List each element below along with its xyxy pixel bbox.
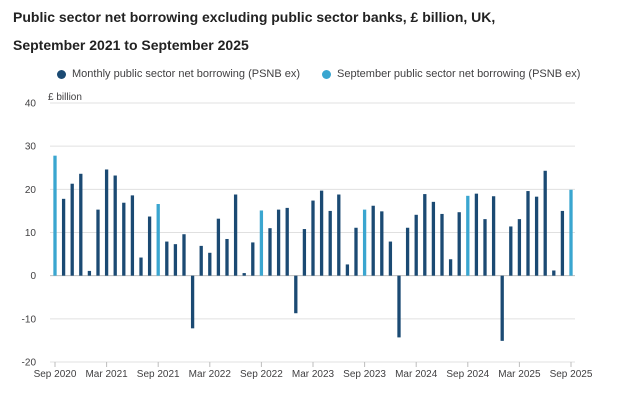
bar-september-Sep 2020 (53, 155, 57, 276)
bar-Jun 2024 (440, 213, 444, 276)
chart-subtitle: September 2021 to September 2025 (13, 37, 249, 53)
bar-Jun 2023 (337, 194, 341, 276)
bar-Oct 2024 (474, 193, 479, 276)
bar-May 2025 (534, 196, 539, 276)
bar-Jul 2023 (345, 264, 350, 276)
bar-Jan 2021 (87, 270, 92, 276)
y-axis: 40 30 20 10 0 -10 -20 (22, 99, 37, 369)
bar-May 2021 (122, 202, 126, 276)
bars (53, 155, 573, 341)
legend-label-monthly: Monthly public sector net borrowing (PSN… (72, 68, 301, 80)
bar-Oct 2020 (61, 198, 66, 276)
bar-Apr 2022 (216, 218, 221, 276)
bar-Feb 2024 (405, 227, 410, 276)
x-axis: Sep 2020 Mar 2021 Sep 2021 Mar 2022 Sep 2022… (34, 362, 593, 380)
bar-Mar 2024 (414, 214, 418, 276)
bar-Jun 2022 (233, 194, 238, 276)
y-tick-label: 0 (30, 271, 36, 282)
bar-Jun 2021 (130, 195, 135, 276)
bar-Oct 2023 (371, 205, 375, 276)
bar-May 2023 (328, 210, 332, 276)
bar-Aug 2021 (147, 216, 152, 276)
bar-Dec 2022 (285, 207, 289, 276)
y-tick-label: 30 (25, 142, 37, 153)
bar-september-Sep 2023 (362, 209, 367, 276)
bar-Nov 2020 (70, 183, 74, 276)
bar-Jan 2022 (190, 275, 195, 329)
x-tick-label: Sep 2025 (550, 369, 593, 380)
legend-item-monthly: Monthly public sector net borrowing (PSN… (57, 68, 300, 80)
y-tick-label: 10 (25, 228, 37, 239)
x-tick-label: Mar 2022 (189, 369, 232, 380)
bar-Feb 2022 (199, 245, 203, 276)
bar-Aug 2023 (354, 227, 358, 276)
bar-Oct 2022 (268, 228, 272, 276)
bar-Jan 2024 (397, 275, 401, 338)
x-tick-label: Sep 2020 (34, 369, 77, 380)
x-tick-label: Sep 2023 (343, 369, 386, 380)
bar-Feb 2021 (96, 209, 100, 276)
bar-Aug 2022 (251, 242, 255, 276)
bar-Dec 2024 (491, 196, 496, 276)
bar-Jul 2022 (242, 273, 246, 276)
bar-Jul 2021 (139, 257, 143, 276)
bar-Apr 2023 (319, 190, 324, 276)
y-tick-label: -10 (22, 314, 37, 325)
x-tick-label: Mar 2024 (395, 369, 438, 380)
bar-Nov 2022 (276, 209, 281, 276)
y-tick-label: 40 (25, 99, 37, 110)
bar-Jan 2023 (294, 275, 298, 314)
y-tick-label: -20 (22, 358, 37, 369)
bar-Feb 2025 (509, 226, 513, 276)
x-tick-label: Sep 2024 (446, 369, 489, 380)
legend-swatch-monthly (57, 69, 66, 79)
legend-swatch-september (322, 69, 332, 79)
bar-Nov 2021 (173, 244, 178, 276)
bar-Mar 2025 (517, 219, 522, 276)
bar-Dec 2023 (388, 241, 393, 276)
bar-september-Sep 2024 (466, 195, 470, 276)
bar-Mar 2023 (311, 200, 315, 276)
x-tick-label: Sep 2022 (240, 369, 283, 380)
bar-september-Sep 2022 (259, 210, 264, 276)
bar-Feb 2023 (302, 229, 307, 276)
bar-Apr 2025 (526, 191, 530, 276)
y-axis-unit-label: £ billion (48, 92, 82, 103)
bar-May 2022 (225, 238, 229, 276)
bar-May 2024 (431, 201, 436, 276)
bar-september-Sep 2025 (569, 189, 573, 276)
bar-Dec 2020 (79, 173, 83, 276)
bar-Jun 2025 (543, 170, 547, 276)
x-tick-label: Mar 2025 (498, 369, 541, 380)
bar-Oct 2021 (165, 241, 169, 276)
bar-Jul 2024 (448, 259, 453, 276)
bar-Mar 2022 (208, 252, 212, 276)
bar-Jan 2025 (500, 275, 504, 341)
bar-Aug 2025 (560, 210, 565, 276)
y-tick-label: 20 (25, 185, 37, 196)
bar-Nov 2023 (380, 211, 384, 276)
chart-legend: Monthly public sector net borrowing (PSN… (57, 68, 602, 80)
x-tick-label: Sep 2021 (137, 369, 180, 380)
legend-item-september: September public sector net borrowing (P… (322, 68, 580, 80)
x-tick-label: Mar 2023 (292, 369, 335, 380)
bar-september-Sep 2021 (156, 204, 160, 276)
bar-Nov 2024 (483, 219, 487, 276)
bar-Jul 2025 (552, 270, 556, 276)
bar-Dec 2021 (182, 234, 186, 276)
legend-label-september: September public sector net borrowing (P… (337, 68, 581, 80)
bar-Aug 2024 (457, 212, 461, 276)
chart-title: Public sector net borrowing excluding pu… (13, 9, 496, 25)
bar-Mar 2021 (104, 169, 109, 276)
bar-Apr 2024 (423, 194, 427, 276)
x-tick-label: Mar 2021 (85, 369, 128, 380)
bar-Apr 2021 (113, 175, 117, 276)
